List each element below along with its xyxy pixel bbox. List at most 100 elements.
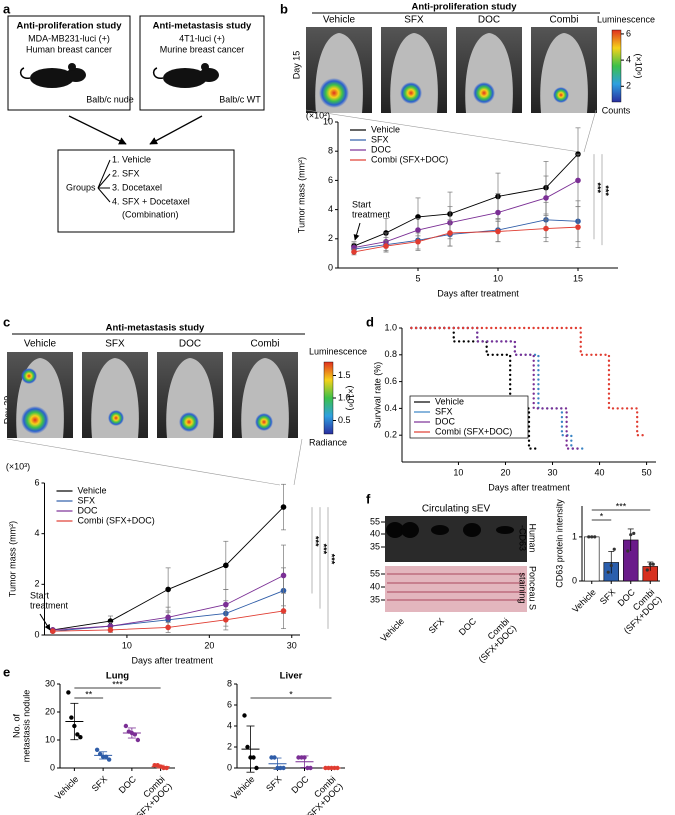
significance-label: *	[600, 511, 604, 521]
data-point	[251, 755, 256, 760]
x-tick-label-group: DOC	[289, 774, 311, 796]
y-tick-label: 1	[572, 531, 577, 541]
y-tick-label: 0.4	[384, 403, 397, 413]
panel-label: f	[366, 491, 371, 506]
y-tick-label: 10	[323, 116, 333, 126]
colorbar-tick-label: 1.0	[338, 392, 351, 402]
x-axis-label: Days after treatment	[131, 655, 213, 665]
significance-label-group: ***	[311, 536, 321, 547]
significance-label: ***	[593, 182, 603, 193]
x-tick-label: Vehicle	[53, 774, 81, 802]
y-tick-label: 4	[328, 204, 333, 214]
colorbar-tick-label: 6	[626, 28, 631, 38]
blot-label-group: Human-CD63	[518, 523, 538, 552]
significance-label: *	[289, 689, 293, 699]
data-point	[308, 765, 313, 771]
x-tick-label: 20	[204, 640, 214, 650]
colorbar	[323, 361, 334, 435]
day-label: Day 15	[291, 51, 301, 80]
data-point	[75, 732, 80, 737]
y-axis-label-group: Tumor mass (mm²)	[7, 521, 17, 597]
x-tick-label: SFX	[90, 774, 109, 793]
y-axis-label: Tumor mass (mm²)	[7, 521, 17, 597]
legend-label: SFX	[435, 406, 453, 416]
data-point	[272, 755, 277, 760]
legend-label: SFX	[371, 134, 389, 144]
x-tick-label: SFX	[264, 774, 283, 793]
data-point	[651, 562, 655, 566]
marker-label: 40	[370, 581, 380, 591]
annotation: Start	[352, 199, 372, 209]
x-axis-label: Days after treatment	[437, 288, 519, 298]
blot-band	[496, 526, 514, 534]
link-line	[6, 438, 281, 486]
data-point	[223, 617, 229, 623]
y-tick-label: 20	[45, 706, 55, 716]
x-tick-label: 40	[595, 467, 605, 477]
x-tick-label: 30	[287, 640, 297, 650]
y-tick-label: 4	[34, 528, 39, 538]
y-tick-label: 0.6	[384, 376, 397, 386]
data-point	[280, 572, 287, 579]
signal	[553, 87, 569, 103]
x-tick-label: SFX	[598, 587, 617, 606]
data-point	[66, 690, 71, 695]
signal	[400, 82, 422, 104]
data-point	[351, 249, 357, 255]
x-tick-label-group: Vehicle	[53, 774, 81, 802]
colorbar-caption: Radiance	[309, 437, 347, 447]
data-point	[123, 723, 129, 729]
y-axis-label: Survival rate (%)	[372, 362, 382, 429]
data-point	[245, 744, 250, 750]
x-tick-label: 10	[493, 273, 503, 283]
study-box	[139, 15, 265, 111]
ponceau-image	[385, 566, 527, 612]
data-point	[281, 765, 286, 771]
marker-label: 55	[370, 516, 380, 526]
y-axis-label: metastasis nodule	[21, 690, 31, 763]
data-point	[587, 535, 591, 539]
x-tick-label: DOC	[289, 774, 311, 796]
significance-label-group: ***	[601, 185, 611, 196]
y-tick-label: 6	[328, 175, 333, 185]
colorbar-tick-label: 4	[626, 54, 631, 64]
brace	[97, 159, 111, 203]
data-point	[165, 624, 171, 631]
data-point	[107, 627, 114, 633]
data-point	[135, 737, 141, 743]
legend-label: SFX	[78, 495, 96, 505]
x-tick-label-group: Vehicle	[229, 774, 257, 802]
colorbar-title: Luminescence	[309, 346, 367, 356]
y-tick-label: 8	[328, 146, 333, 156]
x-tick-label-group: SFX	[598, 587, 617, 606]
group-label: SFX	[404, 15, 424, 26]
blot-band	[386, 522, 404, 538]
data-point	[629, 533, 633, 537]
lane-label: SFX	[427, 616, 446, 635]
signal	[255, 413, 273, 431]
y-tick-label: 30	[45, 678, 55, 688]
legend-label: Vehicle	[435, 396, 464, 406]
colorbar-multiplier: (×10⁶)	[346, 386, 356, 411]
data-point	[280, 504, 287, 510]
data-point	[495, 228, 501, 235]
y-axis-label-group: Tumor mass (mm²)	[296, 157, 306, 233]
x-tick-label: 10	[453, 467, 463, 477]
x-tick-label-group: SFX	[264, 774, 283, 793]
study-box	[7, 15, 131, 111]
link-line	[305, 109, 581, 153]
mouse-icon	[152, 63, 219, 88]
x-tick-label-group: SFX	[90, 774, 109, 793]
y-tick-label: 0.8	[384, 349, 397, 359]
legend-label: Vehicle	[78, 485, 107, 495]
groups-title: Groups	[66, 182, 96, 192]
data-point	[78, 735, 83, 740]
groups-box	[57, 149, 235, 233]
lane-label-group: DOC	[457, 616, 479, 638]
panel-label: b	[280, 1, 288, 16]
annotation-arrow	[353, 222, 361, 241]
mouse-body	[91, 358, 139, 438]
